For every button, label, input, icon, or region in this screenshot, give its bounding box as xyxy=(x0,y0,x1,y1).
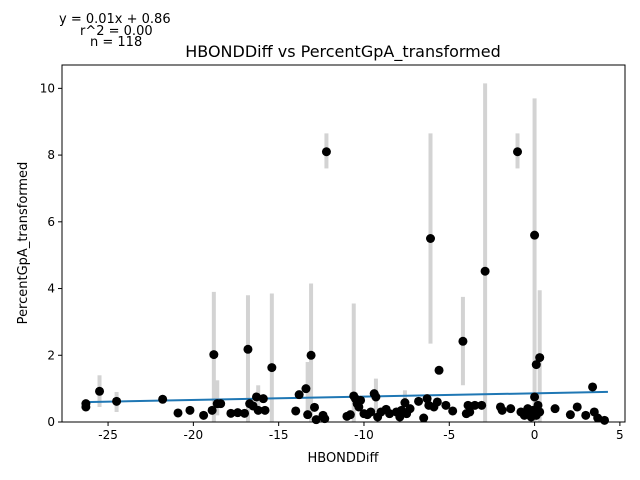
data-point xyxy=(321,147,331,157)
data-point xyxy=(426,233,436,243)
regression-line-group xyxy=(85,390,608,404)
data-point xyxy=(251,392,261,402)
sample-size: n = 118 xyxy=(90,35,143,50)
data-point xyxy=(294,390,304,400)
data-point xyxy=(356,395,366,405)
data-point xyxy=(497,405,507,415)
y-tick-label: 2 xyxy=(47,348,55,362)
error-bars xyxy=(97,83,542,422)
x-tick-label: 0 xyxy=(531,428,539,442)
data-point xyxy=(207,405,217,415)
data-point xyxy=(441,400,451,410)
data-point xyxy=(81,402,91,412)
data-point xyxy=(240,408,250,418)
y-tick-label: 0 xyxy=(47,415,55,429)
data-point xyxy=(530,230,540,240)
data-point xyxy=(531,360,541,370)
x-tick-label: -10 xyxy=(354,428,374,442)
data-point xyxy=(291,406,301,416)
data-point xyxy=(303,410,313,420)
data-point xyxy=(600,415,610,425)
data-point xyxy=(414,396,424,406)
data-point xyxy=(233,408,243,418)
data-point xyxy=(95,386,105,396)
data-point xyxy=(535,407,545,417)
data-point xyxy=(371,392,381,402)
data-point xyxy=(432,397,442,407)
axis-ticks: -25 -20 -15 -10 -5 0 5 0 2 4 6 8 10 xyxy=(40,81,624,442)
x-tick-label: -5 xyxy=(443,428,455,442)
data-point xyxy=(434,365,444,375)
x-tick-label: 5 xyxy=(616,428,624,442)
data-point xyxy=(306,350,316,360)
data-point xyxy=(593,413,603,423)
fit-equation: y = 0.01x + 0.86 xyxy=(59,12,171,27)
data-point xyxy=(581,410,591,420)
data-point xyxy=(506,404,516,414)
y-axis-label: PercentGpA_transformed xyxy=(16,162,31,325)
data-point xyxy=(260,405,270,415)
x-tick-label: -25 xyxy=(98,428,118,442)
data-point xyxy=(267,363,277,373)
data-point xyxy=(385,409,395,419)
x-tick-label: -20 xyxy=(184,428,204,442)
data-point xyxy=(477,400,487,410)
data-point xyxy=(513,147,523,157)
data-point xyxy=(588,382,598,392)
plot-frame xyxy=(61,64,626,423)
y-tick-label: 10 xyxy=(40,81,55,95)
data-point xyxy=(419,413,429,423)
r-squared: r^2 = 0.00 xyxy=(80,24,153,39)
data-point xyxy=(458,336,468,346)
x-axis-label: HBONDDiff xyxy=(307,451,379,466)
data-point xyxy=(216,399,226,409)
data-point xyxy=(185,405,195,415)
data-point xyxy=(448,406,458,416)
data-point xyxy=(243,344,253,354)
data-point xyxy=(345,410,355,420)
data-point xyxy=(158,394,168,404)
data-point xyxy=(301,384,311,394)
data-point xyxy=(405,404,415,414)
chart-title: HBONDDiff vs PercentGpA_transformed xyxy=(185,42,501,62)
x-tick-label: -15 xyxy=(269,428,289,442)
data-point xyxy=(226,408,236,418)
data-point xyxy=(309,402,319,412)
y-tick-label: 8 xyxy=(47,148,55,162)
y-tick-label: 4 xyxy=(47,282,55,296)
data-point xyxy=(112,396,122,406)
data-point xyxy=(535,353,545,363)
data-point xyxy=(258,394,268,404)
data-point xyxy=(400,398,410,408)
data-point xyxy=(565,410,575,420)
data-point xyxy=(572,402,582,412)
data-point xyxy=(199,410,209,420)
y-tick-label: 6 xyxy=(47,215,55,229)
data-point xyxy=(253,405,263,415)
data-point xyxy=(173,408,183,418)
data-point xyxy=(480,266,490,276)
data-point xyxy=(366,407,376,417)
data-point xyxy=(320,414,330,424)
data-point xyxy=(465,407,475,417)
data-points xyxy=(81,147,610,425)
data-point xyxy=(209,350,219,360)
data-point xyxy=(550,404,560,414)
data-point xyxy=(530,392,540,402)
data-point xyxy=(470,400,480,410)
regression-line xyxy=(85,390,608,404)
